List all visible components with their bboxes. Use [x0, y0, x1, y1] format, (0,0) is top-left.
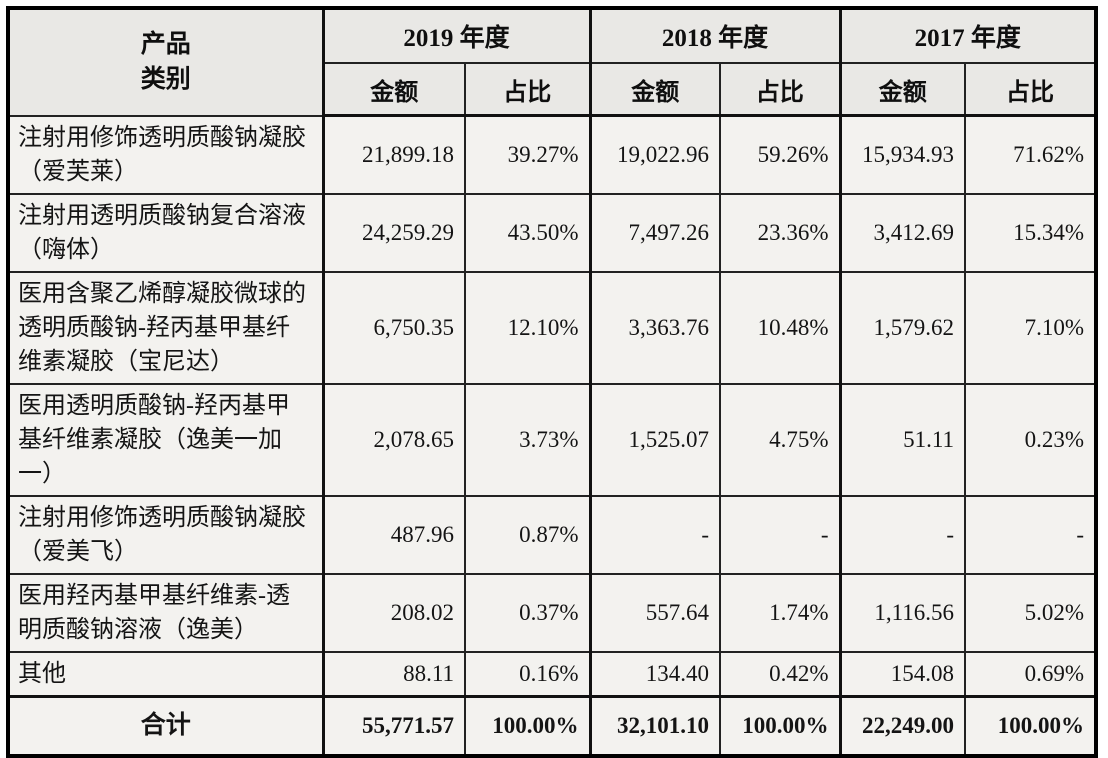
amount-2017-cell: 15,934.93: [838, 114, 966, 195]
amount-2019-cell: 88.11: [321, 650, 466, 697]
share-header-2019: 占比: [464, 62, 591, 117]
amount-2018-cell: 19,022.96: [588, 114, 721, 195]
amount-2017-cell: 1,116.56: [838, 572, 966, 653]
table-row: 医用羟丙基甲基纤维素-透明质酸钠溶液（逸美） 208.02 0.37% 557.…: [7, 572, 1097, 653]
table-row: 其他 88.11 0.16% 134.40 0.42% 154.08 0.69%: [7, 650, 1097, 697]
amount-2017-cell: -: [838, 494, 966, 575]
share-2017-cell: 0.23%: [964, 382, 1097, 497]
amount-2018-cell: 557.64: [588, 572, 721, 653]
header-row-metrics: 金额 占比 金额 占比 金额 占比: [8, 62, 1097, 117]
table-row: 医用透明质酸钠-羟丙基甲基纤维素凝胶（逸美一加一） 2,078.65 3.73%…: [7, 382, 1097, 497]
share-2018-cell: -: [719, 494, 841, 575]
header-row-years: 产品 类别 2019 年度 2018 年度 2017 年度: [7, 7, 1097, 117]
amount-2018-cell: 1,525.07: [588, 382, 721, 497]
amount-2019-cell: 6,750.35: [321, 270, 466, 385]
share-2018-cell: 10.48%: [719, 270, 841, 385]
product-header-line1: 产品: [140, 31, 191, 59]
product-name-cell: 其他: [7, 650, 324, 697]
amount-2019-cell: 24,259.29: [321, 192, 466, 273]
product-header-line2: 类别: [140, 66, 191, 94]
total-share-2019-cell: 100.00%: [464, 694, 591, 757]
product-name-cell: 注射用透明质酸钠复合溶液（嗨体）: [7, 192, 324, 273]
amount-2019-cell: 208.02: [321, 572, 466, 653]
product-name-cell: 医用透明质酸钠-羟丙基甲基纤维素凝胶（逸美一加一）: [7, 382, 324, 497]
share-2019-cell: 3.73%: [464, 382, 591, 497]
amount-2017-cell: 154.08: [838, 650, 966, 697]
share-2018-cell: 0.42%: [719, 650, 841, 697]
share-2019-cell: 0.87%: [464, 494, 591, 575]
year-header-2017: 2017 年度: [838, 7, 1097, 64]
revenue-table-container: 产品 类别 2019 年度 2018 年度 2017 年度 金额 占比 金额 占…: [6, 6, 1098, 758]
amount-header-2017: 金额: [838, 62, 966, 117]
share-2017-cell: 5.02%: [964, 572, 1097, 653]
share-2019-cell: 39.27%: [464, 114, 591, 195]
share-header-2018: 占比: [719, 62, 841, 117]
total-amount-2019-cell: 55,771.57: [321, 694, 466, 757]
product-name-cell: 医用羟丙基甲基纤维素-透明质酸钠溶液（逸美）: [7, 572, 324, 653]
share-2018-cell: 1.74%: [719, 572, 841, 653]
share-2017-cell: 0.69%: [964, 650, 1097, 697]
total-amount-2017-cell: 22,249.00: [838, 694, 966, 757]
total-label-cell: 合计: [7, 694, 324, 757]
table-row: 注射用透明质酸钠复合溶液（嗨体） 24,259.29 43.50% 7,497.…: [7, 192, 1097, 273]
amount-2017-cell: 51.11: [838, 382, 966, 497]
year-header-2019: 2019 年度: [321, 7, 591, 64]
amount-2019-cell: 487.96: [321, 494, 466, 575]
product-category-header: 产品 类别: [7, 7, 324, 117]
amount-2018-cell: -: [588, 494, 721, 575]
table-row: 医用含聚乙烯醇凝胶微球的透明质酸钠-羟丙基甲基纤维素凝胶（宝尼达） 6,750.…: [7, 270, 1097, 385]
total-row: 合计 55,771.57 100.00% 32,101.10 100.00% 2…: [7, 694, 1097, 757]
product-name-cell: 注射用修饰透明质酸钠凝胶（爱芙莱）: [7, 114, 324, 195]
table-row: 注射用修饰透明质酸钠凝胶（爱芙莱） 21,899.18 39.27% 19,02…: [7, 114, 1097, 195]
share-2017-cell: 15.34%: [964, 192, 1097, 273]
share-2018-cell: 59.26%: [719, 114, 841, 195]
product-name-cell: 注射用修饰透明质酸钠凝胶（爱美飞）: [7, 494, 324, 575]
amount-2018-cell: 3,363.76: [588, 270, 721, 385]
year-header-2018: 2018 年度: [588, 7, 841, 64]
amount-header-2018: 金额: [588, 62, 721, 117]
share-2017-cell: 7.10%: [964, 270, 1097, 385]
amount-2017-cell: 1,579.62: [838, 270, 966, 385]
share-2017-cell: -: [964, 494, 1097, 575]
share-2018-cell: 4.75%: [719, 382, 841, 497]
amount-header-2019: 金额: [321, 62, 466, 117]
amount-2019-cell: 2,078.65: [321, 382, 466, 497]
total-amount-2018-cell: 32,101.10: [588, 694, 721, 757]
amount-2019-cell: 21,899.18: [321, 114, 466, 195]
total-share-2018-cell: 100.00%: [719, 694, 841, 757]
amount-2018-cell: 134.40: [588, 650, 721, 697]
total-share-2017-cell: 100.00%: [964, 694, 1097, 757]
product-name-cell: 医用含聚乙烯醇凝胶微球的透明质酸钠-羟丙基甲基纤维素凝胶（宝尼达）: [7, 270, 324, 385]
share-2019-cell: 12.10%: [464, 270, 591, 385]
share-2019-cell: 0.16%: [464, 650, 591, 697]
share-header-2017: 占比: [964, 62, 1097, 117]
share-2018-cell: 23.36%: [719, 192, 841, 273]
share-2017-cell: 71.62%: [964, 114, 1097, 195]
amount-2017-cell: 3,412.69: [838, 192, 966, 273]
share-2019-cell: 43.50%: [464, 192, 591, 273]
table-row: 注射用修饰透明质酸钠凝胶（爱美飞） 487.96 0.87% - - - -: [7, 494, 1097, 575]
share-2019-cell: 0.37%: [464, 572, 591, 653]
product-revenue-table: 产品 类别 2019 年度 2018 年度 2017 年度 金额 占比 金额 占…: [6, 6, 1098, 758]
amount-2018-cell: 7,497.26: [588, 192, 721, 273]
